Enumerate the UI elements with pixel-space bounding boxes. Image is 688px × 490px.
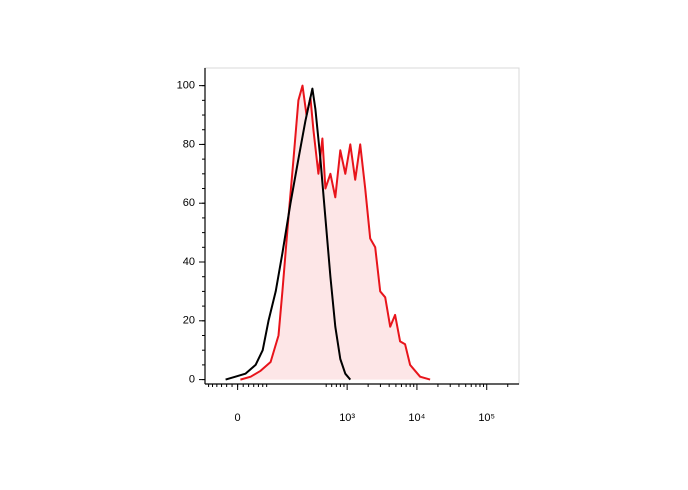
y-tick-label: 100 [177,80,195,92]
area-fill [240,85,431,380]
x-tick-label: 10⁴ [408,412,425,424]
x-tick-label: 10⁵ [478,412,495,424]
y-tick-label: 0 [189,373,195,385]
histogram-line [240,84,431,381]
y-tick-label: 60 [183,197,195,209]
y-tick-label: 80 [183,138,195,150]
histogram-line [225,87,352,381]
x-tick-label: 0 [235,412,241,424]
y-tick-label: 40 [183,256,195,268]
y-tick-label: 20 [183,315,195,327]
x-tick-label: 10³ [339,412,355,424]
